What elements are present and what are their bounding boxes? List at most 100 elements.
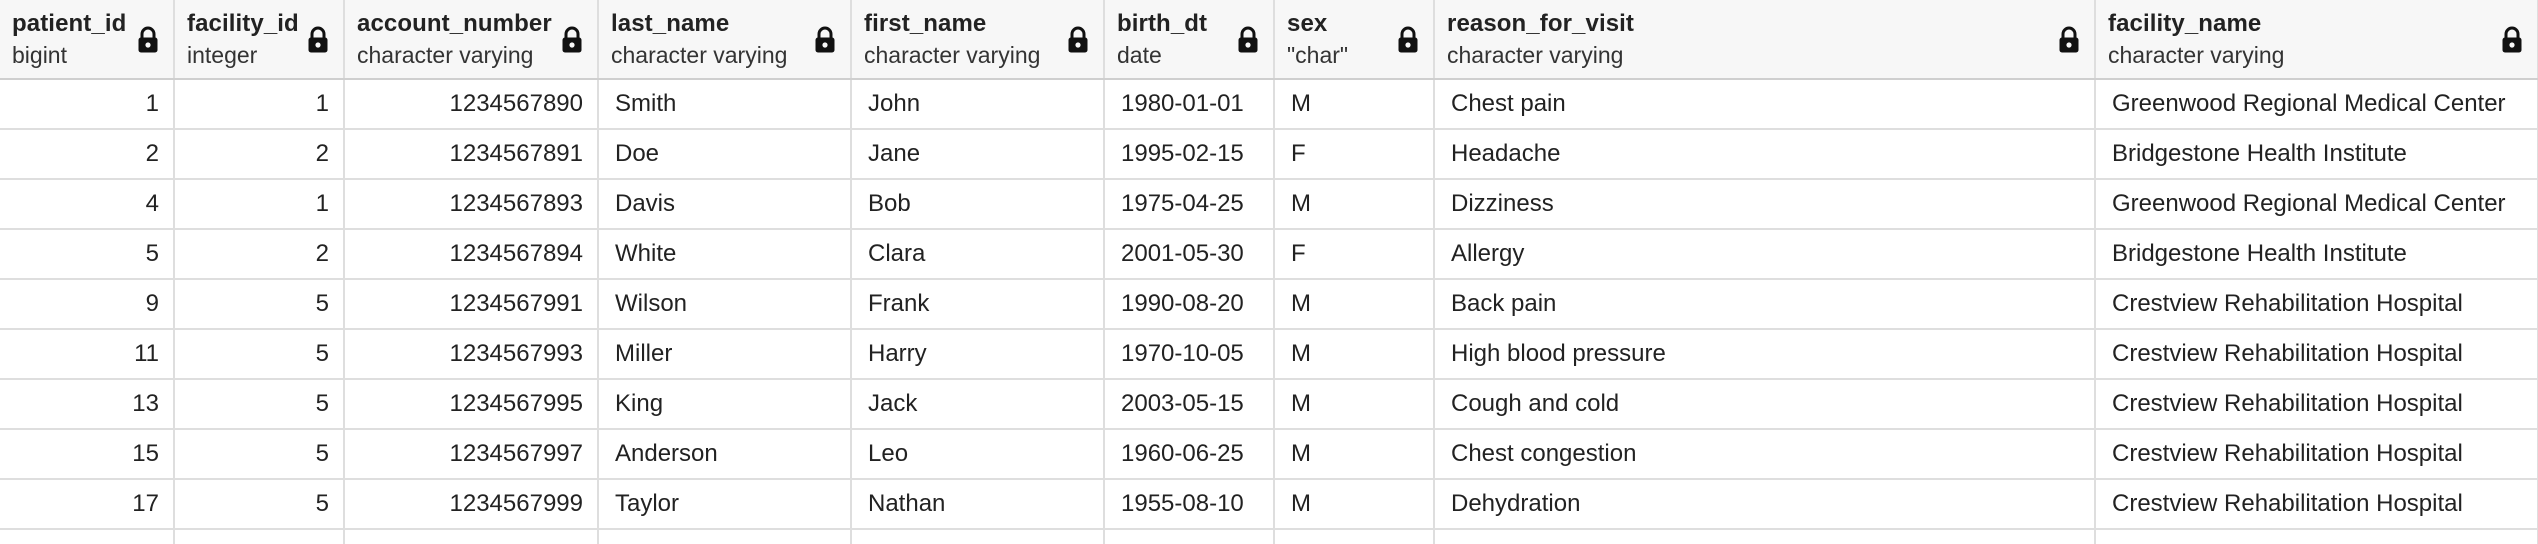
cell-birth-dt[interactable]: 1995-02-15	[1104, 129, 1275, 180]
cell-facility-id[interactable]: 5	[174, 479, 345, 530]
cell-reason-for-visit[interactable]: Dehydration	[1434, 479, 2096, 530]
cell-sex[interactable]: F	[1274, 229, 1435, 280]
cell-reason-for-visit[interactable]: Chest congestion	[1434, 429, 2096, 480]
cell-facility-name[interactable]: Bridgestone Health Institute	[2095, 129, 2538, 180]
cell-sex[interactable]: M	[1274, 479, 1435, 530]
cell-last-name[interactable]: Doe	[598, 129, 852, 180]
cell-facility-id[interactable]: 1	[174, 79, 345, 130]
cell-first-name[interactable]: Harry	[851, 329, 1105, 380]
cell-birth-dt[interactable]: 1975-04-25	[1104, 179, 1275, 230]
column-header-first-name[interactable]: first_name character varying	[851, 0, 1105, 80]
cell-patient-id[interactable]: 1	[0, 79, 175, 130]
cell-patient-id[interactable]: 4	[0, 179, 175, 230]
cell-first-name[interactable]: Bob	[851, 179, 1105, 230]
column-header-account-number[interactable]: account_number character varying	[344, 0, 599, 80]
cell-last-name[interactable]: Smith	[598, 79, 852, 130]
cell-account-number[interactable]: 1234567891	[344, 129, 599, 180]
cell-account-number[interactable]: 1234567995	[344, 379, 599, 430]
cell-facility-id[interactable]: 2	[174, 129, 345, 180]
cell-reason-for-visit[interactable]: Dizziness	[1434, 179, 2096, 230]
cell-birth-dt[interactable]: 2003-05-15	[1104, 379, 1275, 430]
cell-birth-dt[interactable]: 2001-05-30	[1104, 229, 1275, 280]
cell-account-number[interactable]: 1234567991	[344, 279, 599, 330]
cell-account-number[interactable]: 1234567894	[344, 229, 599, 280]
column-header-sex[interactable]: sex "char"	[1274, 0, 1435, 80]
cell-facility-id[interactable]: 5	[174, 429, 345, 480]
cell-sex[interactable]: F	[1274, 129, 1435, 180]
table-row[interactable]: 1 1 1234567890 Smith John 1980-01-01 M Chest pa…	[0, 79, 2538, 130]
column-header-patient-id[interactable]: patient_id bigint	[0, 0, 175, 80]
cell-patient-id[interactable]: 9	[0, 279, 175, 330]
cell-last-name[interactable]: White	[598, 229, 852, 280]
cell-facility-id[interactable]: 5	[174, 329, 345, 380]
cell-birth-dt[interactable]: 1990-08-20	[1104, 279, 1275, 330]
cell-patient-id[interactable]: 11	[0, 329, 175, 380]
cell-facility-name[interactable]: Crestview Rehabilitation Hospital	[2095, 479, 2538, 530]
table-row[interactable]: 4 1 1234567893 Davis Bob 1975-04-25 M Dizziness…	[0, 179, 2538, 230]
cell-last-name[interactable]: Miller	[598, 329, 852, 380]
cell-reason-for-visit[interactable]: Cough and cold	[1434, 379, 2096, 430]
table-row[interactable]: 17 5 1234567999 Taylor Nathan 1955-08-10 M Dehy…	[0, 479, 2538, 530]
column-header-last-name[interactable]: last_name character varying	[598, 0, 852, 80]
cell-facility-id[interactable]: 2	[174, 229, 345, 280]
table-row[interactable]: 13 5 1234567995 King Jack 2003-05-15 M Cough an…	[0, 379, 2538, 430]
column-header-reason-for-visit[interactable]: reason_for_visit character varying	[1434, 0, 2096, 80]
cell-sex[interactable]: M	[1274, 329, 1435, 380]
cell-facility-name[interactable]: Bridgestone Health Institute	[2095, 229, 2538, 280]
cell-first-name[interactable]: Nathan	[851, 479, 1105, 530]
cell-birth-dt[interactable]: 1960-06-25	[1104, 429, 1275, 480]
column-header-birth-dt[interactable]: birth_dt date	[1104, 0, 1275, 80]
cell-facility-id[interactable]: 5	[174, 379, 345, 430]
cell-last-name[interactable]: King	[598, 379, 852, 430]
cell-account-number[interactable]: 1234567993	[344, 329, 599, 380]
cell-birth-dt[interactable]: 1970-10-05	[1104, 329, 1275, 380]
cell-sex[interactable]: M	[1274, 379, 1435, 430]
table-row[interactable]: 5 2 1234567894 White Clara 2001-05-30 F Allergy…	[0, 229, 2538, 280]
cell-first-name[interactable]: Clara	[851, 229, 1105, 280]
cell-reason-for-visit[interactable]: Headache	[1434, 129, 2096, 180]
cell-account-number[interactable]: 1234567893	[344, 179, 599, 230]
column-header-facility-name[interactable]: facility_name character varying	[2095, 0, 2538, 80]
cell-birth-dt[interactable]: 1980-01-01	[1104, 79, 1275, 130]
table-row[interactable]: 2 2 1234567891 Doe Jane 1995-02-15 F Headache Br…	[0, 129, 2538, 180]
cell-account-number[interactable]: 1234567890	[344, 79, 599, 130]
cell-facility-name[interactable]: Crestview Rehabilitation Hospital	[2095, 279, 2538, 330]
cell-facility-name[interactable]: Crestview Rehabilitation Hospital	[2095, 429, 2538, 480]
cell-first-name[interactable]: Frank	[851, 279, 1105, 330]
cell-patient-id[interactable]: 15	[0, 429, 175, 480]
cell-first-name[interactable]: Jane	[851, 129, 1105, 180]
cell-last-name[interactable]: Davis	[598, 179, 852, 230]
cell-patient-id[interactable]: 5	[0, 229, 175, 280]
cell-sex[interactable]: M	[1274, 79, 1435, 130]
cell-first-name[interactable]: Leo	[851, 429, 1105, 480]
cell-facility-id[interactable]: 5	[174, 279, 345, 330]
cell-facility-id[interactable]: 1	[174, 179, 345, 230]
cell-facility-name[interactable]: Greenwood Regional Medical Center	[2095, 179, 2538, 230]
cell-first-name[interactable]: Jack	[851, 379, 1105, 430]
cell-first-name[interactable]: John	[851, 79, 1105, 130]
cell-account-number[interactable]: 1234567999	[344, 479, 599, 530]
cell-last-name[interactable]: Wilson	[598, 279, 852, 330]
cell-reason-for-visit[interactable]: Allergy	[1434, 229, 2096, 280]
table-row[interactable]: 15 5 1234567997 Anderson Leo 1960-06-25 M Chest…	[0, 429, 2538, 480]
cell-patient-id[interactable]: 17	[0, 479, 175, 530]
table-row[interactable]: 11 5 1234567993 Miller Harry 1970-10-05 M High …	[0, 329, 2538, 380]
column-header-content: reason_for_visit character varying	[1435, 0, 2093, 68]
cell-last-name[interactable]: Anderson	[598, 429, 852, 480]
cell-sex[interactable]: M	[1274, 279, 1435, 330]
cell-sex[interactable]: M	[1274, 429, 1435, 480]
cell-reason-for-visit[interactable]: Back pain	[1434, 279, 2096, 330]
cell-birth-dt[interactable]: 1955-08-10	[1104, 479, 1275, 530]
cell-reason-for-visit[interactable]: Chest pain	[1434, 79, 2096, 130]
cell-facility-name[interactable]: Crestview Rehabilitation Hospital	[2095, 379, 2538, 430]
cell-sex[interactable]: M	[1274, 179, 1435, 230]
column-header-facility-id[interactable]: facility_id integer	[174, 0, 345, 80]
cell-account-number[interactable]: 1234567997	[344, 429, 599, 480]
table-row[interactable]: 9 5 1234567991 Wilson Frank 1990-08-20 M Back p…	[0, 279, 2538, 330]
cell-reason-for-visit[interactable]: High blood pressure	[1434, 329, 2096, 380]
cell-facility-name[interactable]: Crestview Rehabilitation Hospital	[2095, 329, 2538, 380]
cell-patient-id[interactable]: 2	[0, 129, 175, 180]
cell-last-name[interactable]: Taylor	[598, 479, 852, 530]
cell-facility-name[interactable]: Greenwood Regional Medical Center	[2095, 79, 2538, 130]
cell-patient-id[interactable]: 13	[0, 379, 175, 430]
